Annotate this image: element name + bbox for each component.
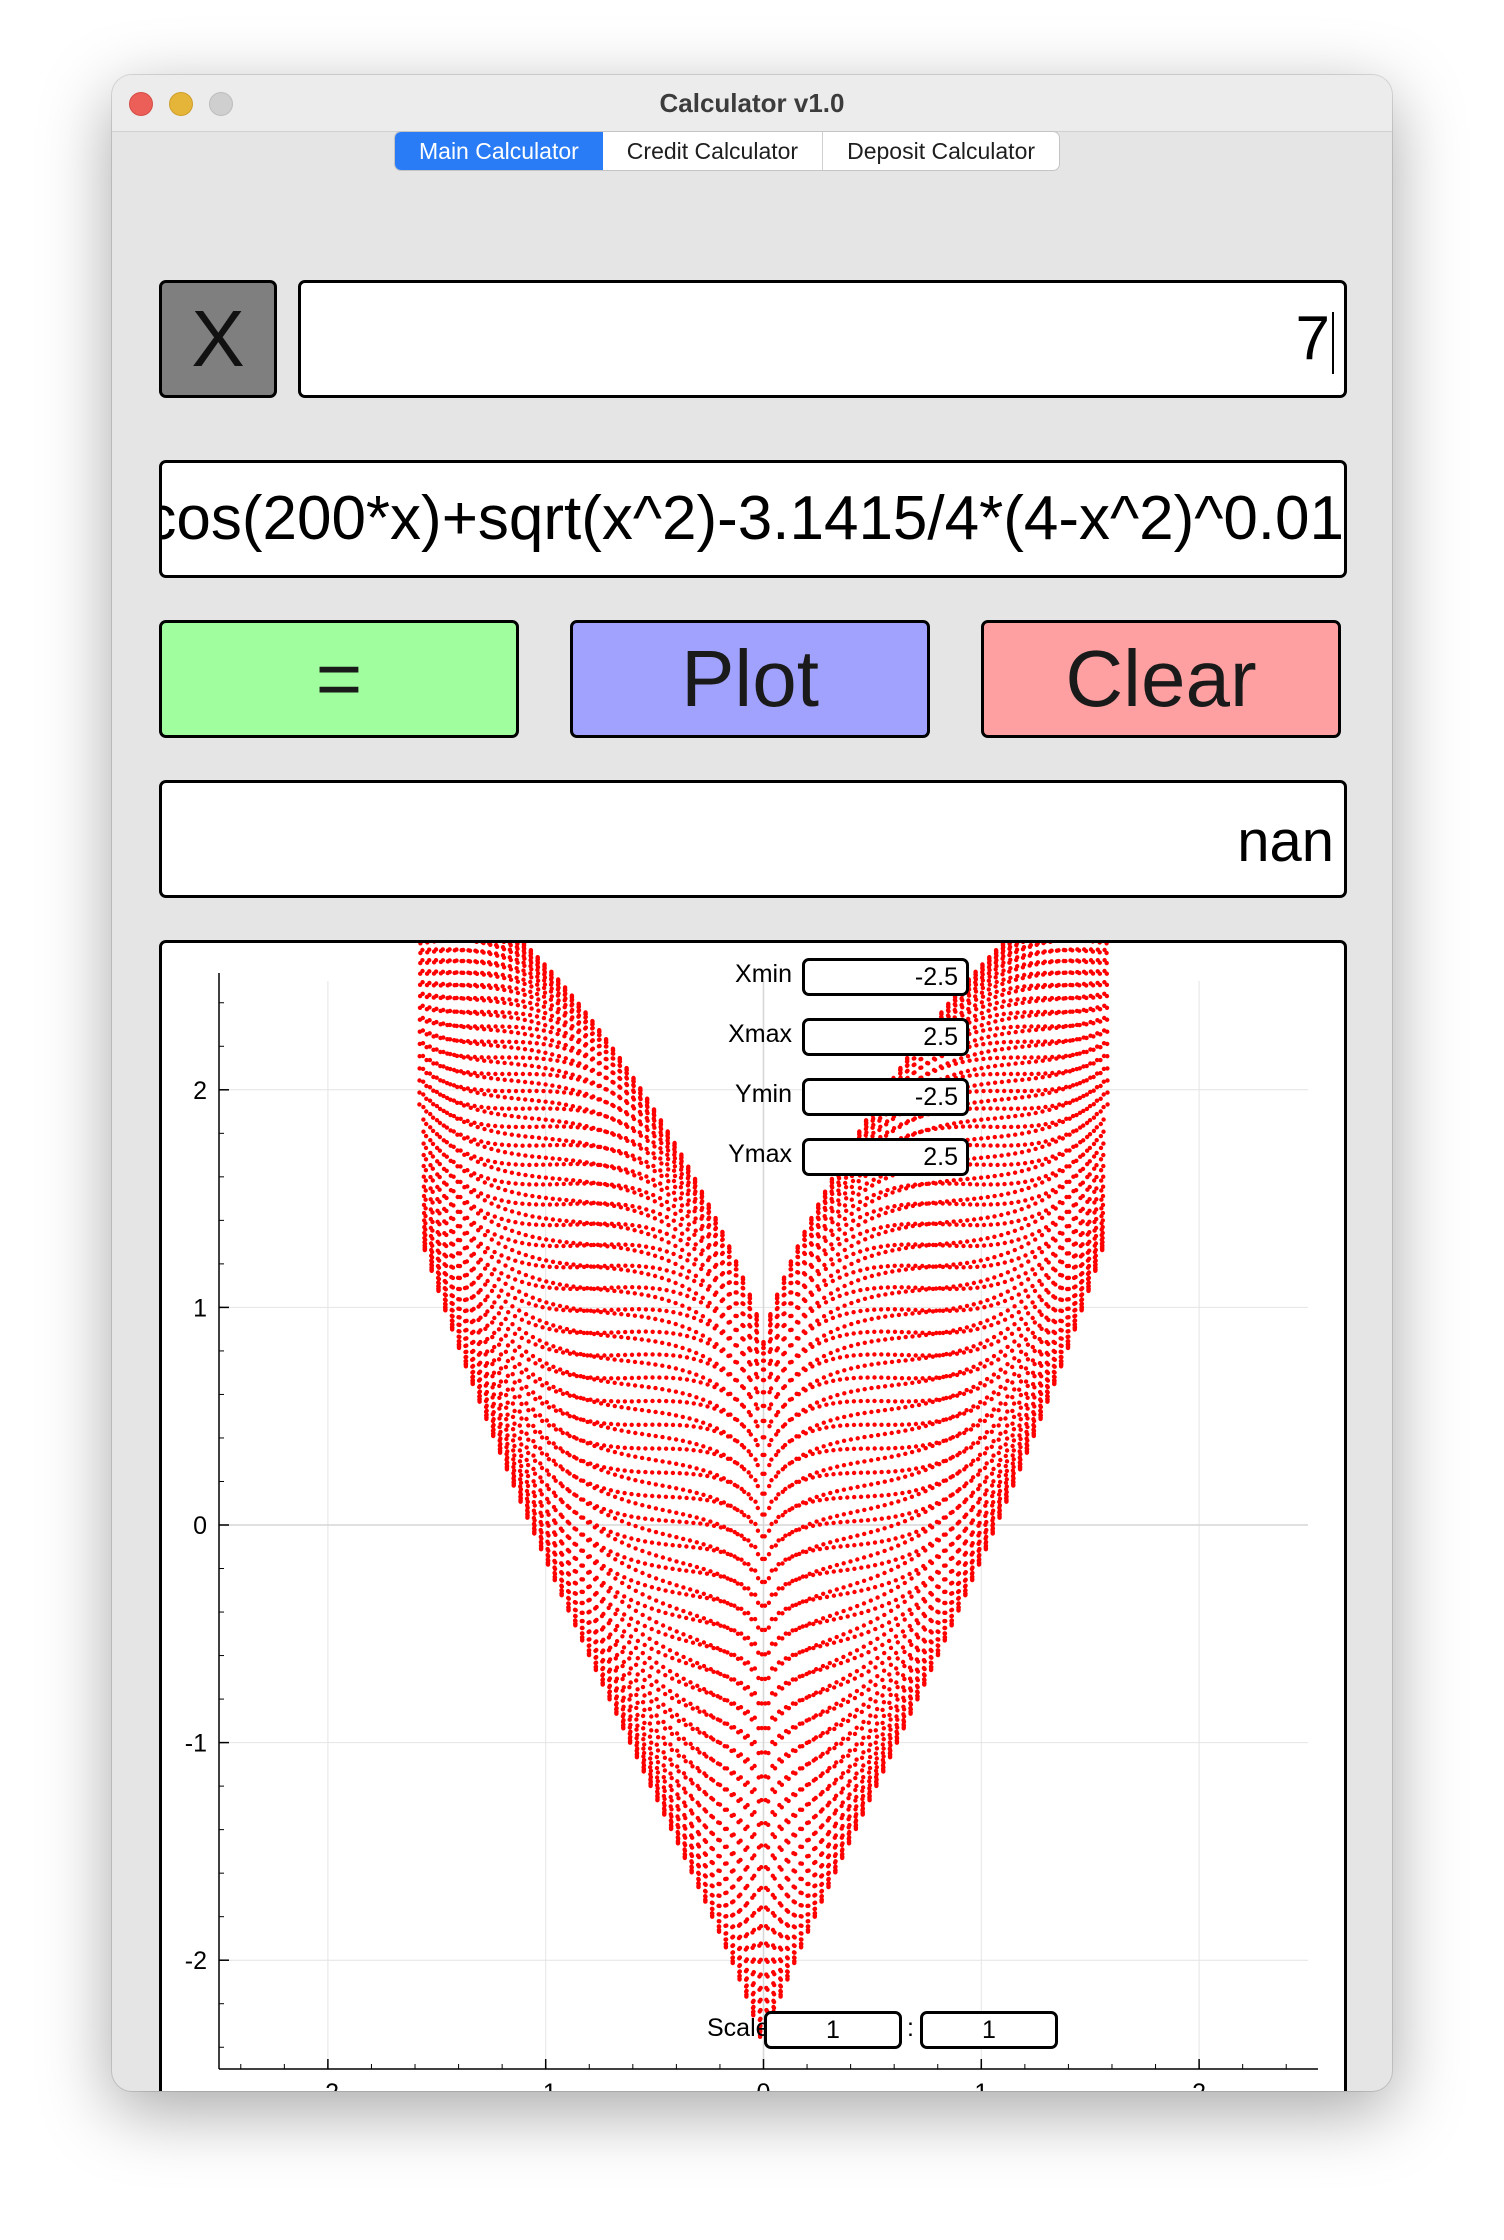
tab-credit-calculator[interactable]: Credit Calculator xyxy=(603,132,824,170)
y-tick-label: 0 xyxy=(193,1512,207,1540)
clear-button[interactable]: Clear xyxy=(981,620,1341,738)
y-tick-label: 1 xyxy=(193,1294,207,1322)
x-tick-label: 0 xyxy=(757,2079,771,2091)
ymax-input[interactable]: 2.5 xyxy=(802,1138,969,1176)
expression-text: *cos(200*x)+sqrt(x^2)-3.1415/4*(4-x^2)^0… xyxy=(159,484,1344,553)
xmax-label: Xmax xyxy=(728,1020,792,1048)
ymin-input[interactable]: -2.5 xyxy=(802,1078,969,1116)
y-tick-label: -2 xyxy=(185,1947,207,1975)
equals-button[interactable]: = xyxy=(159,620,519,738)
xmax-input[interactable]: 2.5 xyxy=(802,1018,969,1056)
x-tick-label: 2 xyxy=(1192,2079,1206,2091)
grid-lines xyxy=(219,981,1308,2069)
y-tick-label: 2 xyxy=(193,1077,207,1105)
window-title: Calculator v1.0 xyxy=(659,88,845,118)
x-tick-label: -1 xyxy=(535,2079,557,2091)
plot-area: -2 -1 0 1 2 2 1 0 -1 -2 Xmin -2.5 Xmax 2.5 Ymin -… xyxy=(159,940,1347,2091)
title-bar[interactable]: Calculator v1.0 xyxy=(112,75,1392,132)
tab-bar: Main Calculator Credit Calculator Deposi… xyxy=(394,131,1061,171)
tab-main-calculator[interactable]: Main Calculator xyxy=(395,132,603,170)
x-tick-label: -2 xyxy=(317,2079,339,2091)
tab-deposit-calculator[interactable]: Deposit Calculator xyxy=(847,138,1036,164)
app-window: Calculator v1.0 Main Calculator Credit C… xyxy=(112,75,1392,2091)
zoom-window-button[interactable] xyxy=(209,92,233,116)
main-calculator-panel: X 7 *cos(200*x)+sqrt(x^2)-3.1415/4*(4-x^… xyxy=(112,170,1392,2091)
close-window-button[interactable] xyxy=(129,92,153,116)
y-tick-label: -1 xyxy=(185,1730,207,1758)
plot-button[interactable]: Plot xyxy=(570,620,930,738)
ymin-label: Ymin xyxy=(735,1080,792,1108)
xmin-input[interactable]: -2.5 xyxy=(802,958,969,996)
x-value-input[interactable]: 7 xyxy=(298,280,1347,398)
xmin-label: Xmin xyxy=(735,960,792,988)
expression-input[interactable]: *cos(200*x)+sqrt(x^2)-3.1415/4*(4-x^2)^0… xyxy=(159,460,1347,578)
plot-axes: -2 -1 0 1 2 2 1 0 -1 -2 xyxy=(185,973,1318,2091)
result-display: nan xyxy=(159,780,1347,898)
scale-separator: : xyxy=(907,2014,914,2042)
ymax-label: Ymax xyxy=(728,1140,792,1168)
scale-x-input[interactable]: 1 xyxy=(764,2011,902,2049)
x-variable-button[interactable]: X xyxy=(159,280,277,398)
x-tick-label: 1 xyxy=(974,2079,988,2091)
scale-y-input[interactable]: 1 xyxy=(920,2011,1058,2049)
plot-canvas: -2 -1 0 1 2 2 1 0 -1 -2 xyxy=(185,943,1318,2091)
minimize-window-button[interactable] xyxy=(169,92,193,116)
scale-label: Scale xyxy=(707,2014,770,2042)
text-caret xyxy=(1332,311,1334,374)
x-value-text: 7 xyxy=(1295,304,1330,373)
